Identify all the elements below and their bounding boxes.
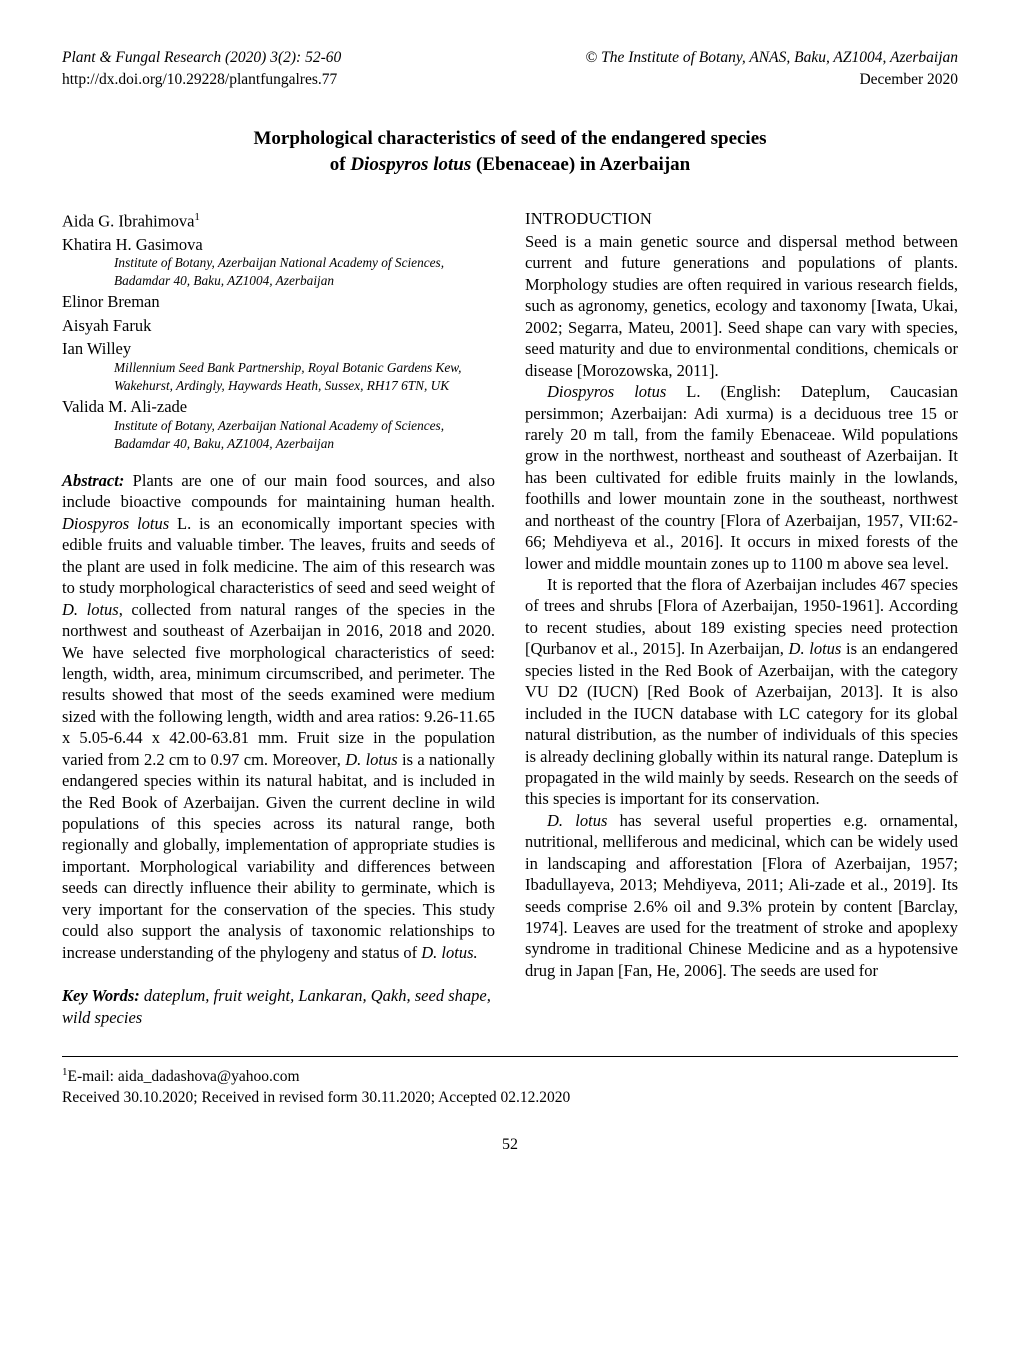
title-line2: of Diospyros lotus (Ebenaceae) in Azerba… — [62, 152, 958, 178]
abstract-text-1: Plants are one of our main food sources,… — [62, 471, 495, 511]
affil-1-line1: Institute of Botany, Azerbaijan National… — [114, 255, 495, 271]
abstract: Abstract: Plants are one of our main foo… — [62, 470, 495, 963]
author-block: Aida G. Ibrahimova1 Khatira H. Gasimova … — [62, 210, 495, 452]
abstract-text-4: is a nationally endangered species withi… — [62, 750, 495, 962]
intro-para-2: Diospyros lotus L. (English: Dateplum, C… — [525, 381, 958, 574]
author-1-sup: 1 — [194, 211, 200, 223]
copyright-line: © The Institute of Botany, ANAS, Baku, A… — [585, 48, 958, 68]
author-2: Khatira H. Gasimova — [62, 234, 495, 255]
author-4: Aisyah Faruk — [62, 315, 495, 336]
intro-para-3: It is reported that the flora of Azerbai… — [525, 574, 958, 810]
abstract-species-3: D. lotus — [345, 750, 397, 769]
author-3: Elinor Breman — [62, 291, 495, 312]
abstract-species-1: Diospyros lotus — [62, 514, 169, 533]
keywords: Key Words: dateplum, fruit weight, Lanka… — [62, 985, 495, 1028]
intro-p3-after: is an endangered species listed in the R… — [525, 639, 958, 808]
abstract-label: Abstract: — [62, 471, 124, 490]
author-1-name: Aida G. Ibrahimova — [62, 211, 194, 230]
author-5: Ian Willey — [62, 338, 495, 359]
two-column-layout: Aida G. Ibrahimova1 Khatira H. Gasimova … — [62, 208, 958, 1028]
footnote-line2: Received 30.10.2020; Received in revised… — [62, 1088, 958, 1109]
doi-link: http://dx.doi.org/10.29228/plantfungalre… — [62, 70, 337, 90]
journal-citation: Plant & Fungal Research (2020) 3(2): 52-… — [62, 48, 341, 68]
author-6: Valida M. Ali-zade — [62, 396, 495, 417]
footnote-block: 1E-mail: aida_dadashova@yahoo.com Receiv… — [62, 1065, 958, 1109]
running-header-row1: Plant & Fungal Research (2020) 3(2): 52-… — [62, 48, 958, 68]
section-heading-introduction: INTRODUCTION — [525, 208, 958, 229]
author-1: Aida G. Ibrahimova1 — [62, 210, 495, 232]
title-line2-suffix: (Ebenaceae) in Azerbaijan — [471, 154, 690, 175]
footnote-line1: 1E-mail: aida_dadashova@yahoo.com — [62, 1065, 958, 1088]
page-number: 52 — [62, 1135, 958, 1156]
intro-p2-text: L. (English: Dateplum, Caucasian persimm… — [525, 382, 958, 573]
intro-p4-species: D. lotus — [547, 811, 607, 830]
right-column: INTRODUCTION Seed is a main genetic sour… — [525, 208, 958, 1028]
left-column: Aida G. Ibrahimova1 Khatira H. Gasimova … — [62, 208, 495, 1028]
running-header-row2: http://dx.doi.org/10.29228/plantfungalre… — [62, 70, 958, 90]
intro-p2-species: Diospyros lotus — [547, 382, 666, 401]
title-line2-prefix: of — [330, 154, 351, 175]
intro-para-4: D. lotus has several useful properties e… — [525, 810, 958, 982]
abstract-species-2: D. lotus — [62, 600, 119, 619]
footnote-rule — [62, 1056, 958, 1057]
issue-date: December 2020 — [859, 70, 958, 90]
intro-p3-species: D. lotus — [789, 639, 842, 658]
title-line1: Morphological characteristics of seed of… — [62, 126, 958, 152]
affil-3-line2: Badamdar 40, Baku, AZ1004, Azerbaijan — [114, 436, 495, 452]
intro-para-1: Seed is a main genetic source and disper… — [525, 231, 958, 381]
affil-2-line2: Wakehurst, Ardingly, Haywards Heath, Sus… — [114, 378, 495, 394]
abstract-text-3: , collected from natural ranges of the s… — [62, 600, 495, 769]
affil-2-line1: Millennium Seed Bank Partnership, Royal … — [114, 360, 495, 376]
article-title: Morphological characteristics of seed of… — [62, 126, 958, 177]
affil-1-line2: Badamdar 40, Baku, AZ1004, Azerbaijan — [114, 273, 495, 289]
introduction-body: Seed is a main genetic source and disper… — [525, 231, 958, 981]
keywords-label: Key Words: — [62, 986, 140, 1005]
affil-3-line1: Institute of Botany, Azerbaijan National… — [114, 418, 495, 434]
title-species: Diospyros lotus — [350, 154, 471, 175]
footnote-email: E-mail: aida_dadashova@yahoo.com — [68, 1068, 300, 1085]
abstract-species-4: D. lotus. — [421, 943, 477, 962]
intro-p4-text: has several useful properties e.g. ornam… — [525, 811, 958, 980]
